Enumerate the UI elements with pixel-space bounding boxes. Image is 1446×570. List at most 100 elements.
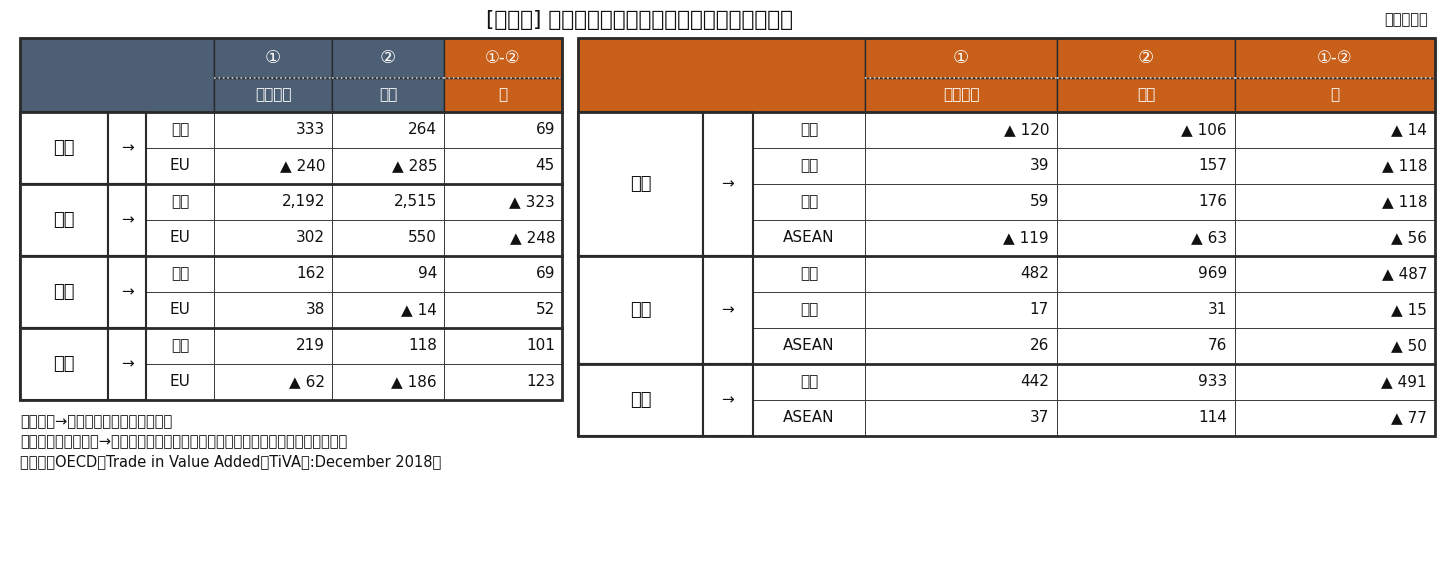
Text: 日本: 日本 [630, 175, 651, 193]
Bar [1235, 328, 1434, 364]
Bar [865, 148, 1057, 184]
Bar [108, 256, 146, 292]
Bar [108, 184, 146, 220]
Bar [578, 112, 703, 148]
Bar [865, 364, 1057, 400]
Bar [20, 256, 108, 328]
Text: 米国: 米国 [171, 194, 189, 210]
Bar [1235, 112, 1434, 148]
Text: ▲ 323: ▲ 323 [509, 194, 555, 210]
Text: 韓国: 韓国 [800, 158, 818, 173]
Bar [146, 112, 214, 148]
Bar [1057, 112, 1235, 148]
Text: 米国: 米国 [171, 339, 189, 353]
Text: 名目: 名目 [379, 88, 398, 103]
Bar [865, 220, 1057, 256]
Bar [333, 38, 444, 78]
Text: ▲ 491: ▲ 491 [1381, 374, 1427, 389]
Bar [108, 112, 146, 148]
Text: 162: 162 [296, 267, 325, 282]
Bar [20, 328, 108, 364]
Bar [753, 220, 865, 256]
Text: 17: 17 [1030, 303, 1048, 317]
Text: →: → [120, 356, 133, 372]
Text: 69: 69 [535, 267, 555, 282]
Bar [865, 400, 1057, 436]
Text: 101: 101 [526, 339, 555, 353]
Bar [753, 400, 865, 436]
Text: →: → [120, 284, 133, 299]
Bar [108, 112, 146, 184]
Bar [703, 220, 753, 256]
Text: 76: 76 [1207, 339, 1228, 353]
Bar [753, 184, 865, 220]
Bar [703, 112, 753, 148]
Text: 差: 差 [499, 88, 508, 103]
Text: ▲ 119: ▲ 119 [1004, 230, 1048, 246]
Bar [1057, 364, 1235, 400]
Text: 118: 118 [408, 339, 437, 353]
Text: 969: 969 [1197, 267, 1228, 282]
Bar [444, 256, 562, 292]
Bar [20, 292, 108, 328]
Text: ②: ② [380, 49, 396, 67]
Text: ①-②: ①-② [1317, 49, 1353, 67]
Text: 中国: 中国 [54, 211, 75, 229]
Bar [333, 328, 444, 364]
Text: ▲ 14: ▲ 14 [401, 303, 437, 317]
Bar [146, 220, 214, 256]
Bar [753, 112, 865, 148]
Bar [108, 328, 146, 400]
Bar [1235, 220, 1434, 256]
Bar [214, 148, 333, 184]
Text: 302: 302 [296, 230, 325, 246]
Bar [753, 292, 865, 328]
Bar [108, 292, 146, 328]
Bar [578, 292, 703, 328]
Text: EU: EU [169, 158, 191, 173]
Bar [20, 364, 108, 400]
Text: ▲ 15: ▲ 15 [1391, 303, 1427, 317]
Text: 157: 157 [1199, 158, 1228, 173]
Text: ①-②: ①-② [486, 49, 521, 67]
Bar [578, 400, 703, 436]
Bar [578, 148, 703, 184]
Bar [444, 78, 562, 112]
Text: ▲ 118: ▲ 118 [1381, 158, 1427, 173]
Bar [578, 112, 703, 256]
Text: ▲ 62: ▲ 62 [289, 374, 325, 389]
Bar [20, 220, 108, 256]
Bar [1057, 184, 1235, 220]
Bar [333, 112, 444, 148]
Bar [444, 184, 562, 220]
Text: 264: 264 [408, 123, 437, 137]
Bar [1235, 364, 1434, 400]
Bar [20, 256, 108, 292]
Text: 52: 52 [536, 303, 555, 317]
Bar [444, 328, 562, 364]
Text: 39: 39 [1030, 158, 1048, 173]
Bar [578, 38, 1434, 436]
Text: 123: 123 [526, 374, 555, 389]
Bar [108, 184, 146, 256]
Text: ▲ 77: ▲ 77 [1391, 410, 1427, 425]
Text: ▲ 285: ▲ 285 [392, 158, 437, 173]
Bar [1057, 400, 1235, 436]
Text: 482: 482 [1019, 267, 1048, 282]
Text: 2,192: 2,192 [282, 194, 325, 210]
Text: ASEAN: ASEAN [784, 410, 834, 425]
Bar [214, 38, 333, 78]
Text: 台湾: 台湾 [800, 194, 818, 210]
Bar [214, 184, 333, 220]
Bar [578, 328, 703, 364]
Bar [1057, 38, 1235, 78]
Text: 114: 114 [1199, 410, 1228, 425]
Bar [865, 328, 1057, 364]
Bar [333, 292, 444, 328]
Bar [703, 364, 753, 436]
Bar [1057, 292, 1235, 328]
Bar [865, 78, 1057, 112]
Bar [333, 364, 444, 400]
Bar [444, 148, 562, 184]
Text: ▲ 240: ▲ 240 [279, 158, 325, 173]
